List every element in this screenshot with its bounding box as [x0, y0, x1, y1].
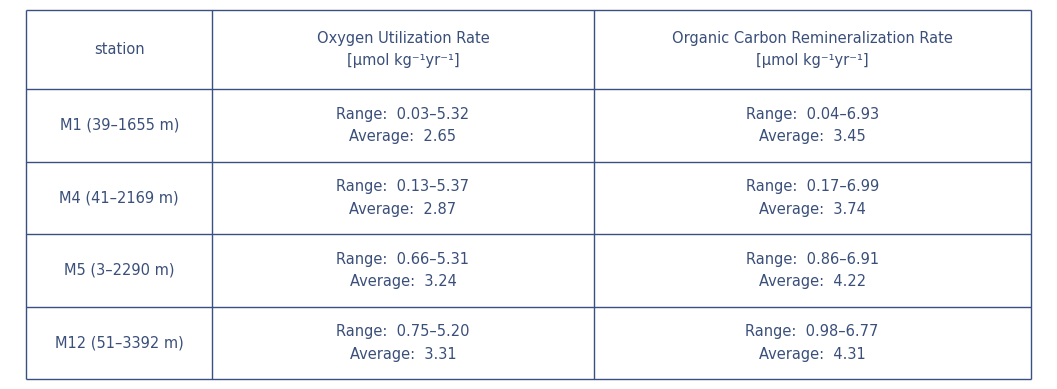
Text: Range:  0.86–6.91
Average:  4.22: Range: 0.86–6.91 Average: 4.22 [745, 252, 878, 289]
Text: Range:  0.17–6.99
Average:  3.74: Range: 0.17–6.99 Average: 3.74 [745, 179, 878, 217]
Text: M1 (39–1655 m): M1 (39–1655 m) [59, 118, 179, 133]
Text: Range:  0.13–5.37
Average:  2.87: Range: 0.13–5.37 Average: 2.87 [336, 179, 469, 217]
Text: Oxygen Utilization Rate
[μmol kg⁻¹yr⁻¹]: Oxygen Utilization Rate [μmol kg⁻¹yr⁻¹] [317, 31, 489, 68]
Text: M4 (41–2169 m): M4 (41–2169 m) [59, 191, 179, 205]
Text: Range:  0.75–5.20
Average:  3.31: Range: 0.75–5.20 Average: 3.31 [336, 324, 469, 362]
Text: M12 (51–3392 m): M12 (51–3392 m) [55, 336, 184, 350]
Text: Range:  0.98–6.77
Average:  4.31: Range: 0.98–6.77 Average: 4.31 [745, 324, 878, 362]
Text: station: station [94, 42, 145, 57]
Text: M5 (3–2290 m): M5 (3–2290 m) [64, 263, 174, 278]
Text: Range:  0.03–5.32
Average:  2.65: Range: 0.03–5.32 Average: 2.65 [336, 107, 469, 144]
Text: Organic Carbon Remineralization Rate
[μmol kg⁻¹yr⁻¹]: Organic Carbon Remineralization Rate [μm… [672, 31, 952, 68]
Text: Range:  0.66–5.31
Average:  3.24: Range: 0.66–5.31 Average: 3.24 [336, 252, 469, 289]
Text: Range:  0.04–6.93
Average:  3.45: Range: 0.04–6.93 Average: 3.45 [745, 107, 878, 144]
